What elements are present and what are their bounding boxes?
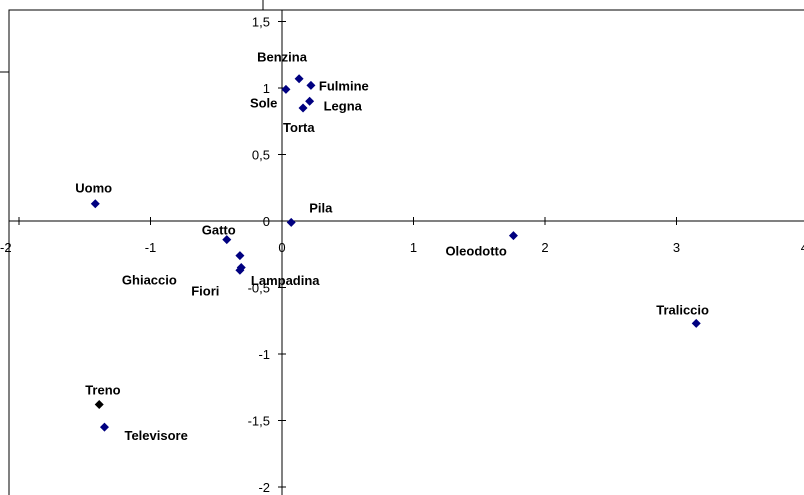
- data-point-label: Fiori: [191, 284, 219, 299]
- data-point-label: Treno: [85, 383, 120, 398]
- y-tick-label: 1: [263, 81, 270, 96]
- data-point-marker: [94, 400, 104, 410]
- data-point-marker: [90, 199, 100, 209]
- point-labels: Benzina Fulmine Sole Legna Torta Uomo Pila Gatt…: [75, 50, 709, 443]
- data-point-marker: [235, 251, 245, 261]
- data-point-label: Gatto: [202, 223, 236, 238]
- y-tick-label: 0,5: [252, 148, 270, 163]
- data-point-label: Traliccio: [656, 302, 709, 317]
- x-tick-label: -2: [0, 240, 12, 255]
- data-point-marker: [306, 80, 316, 90]
- x-tick-label: 1: [410, 240, 417, 255]
- axes: [9, 10, 804, 495]
- x-tick-label: 4: [801, 240, 804, 255]
- data-point-marker: [298, 103, 308, 113]
- data-point-label: Legna: [324, 98, 363, 113]
- data-point-marker: [294, 74, 304, 84]
- x-tick-label: 0: [278, 240, 285, 255]
- y-tick-label: -2: [258, 480, 270, 495]
- data-point-label: Sole: [250, 95, 277, 110]
- data-point-label: Ghiaccio: [122, 273, 177, 288]
- data-point-label: Televisore: [124, 428, 187, 443]
- data-point-label: Benzina: [257, 50, 308, 65]
- data-point-marker: [691, 318, 701, 328]
- y-tick-label: 1,5: [252, 15, 270, 30]
- x-axis-ticks: -2 -1 0 1 2 3 4: [0, 217, 804, 255]
- data-point-label: Lampadina: [251, 273, 320, 288]
- data-point-label: Oleodotto: [445, 244, 506, 259]
- data-point-label: Torta: [283, 120, 315, 135]
- data-point-marker: [236, 263, 246, 273]
- data-point-label: Fulmine: [319, 78, 369, 93]
- y-tick-label: -1: [258, 347, 270, 362]
- x-tick-label: 3: [673, 240, 680, 255]
- data-point-marker: [281, 84, 291, 94]
- data-point-marker: [99, 422, 109, 432]
- data-point-label: Pila: [309, 200, 333, 215]
- x-tick-label: 2: [541, 240, 548, 255]
- y-axis-ticks: 1,5 1 0,5 0 -0,5 -1 -1,5 -2: [248, 15, 286, 495]
- y-tick-label: -1,5: [248, 414, 270, 429]
- y-tick-label: 0: [263, 214, 270, 229]
- data-points: [90, 74, 701, 432]
- data-point-marker: [286, 217, 296, 227]
- data-point-marker: [508, 231, 518, 241]
- data-point-marker: [305, 96, 315, 106]
- x-tick-label: -1: [145, 240, 157, 255]
- data-point-label: Uomo: [75, 181, 112, 196]
- plot-area: [8, 9, 804, 495]
- data-point-marker: [222, 235, 232, 245]
- y-tick-label: -0,5: [248, 281, 270, 296]
